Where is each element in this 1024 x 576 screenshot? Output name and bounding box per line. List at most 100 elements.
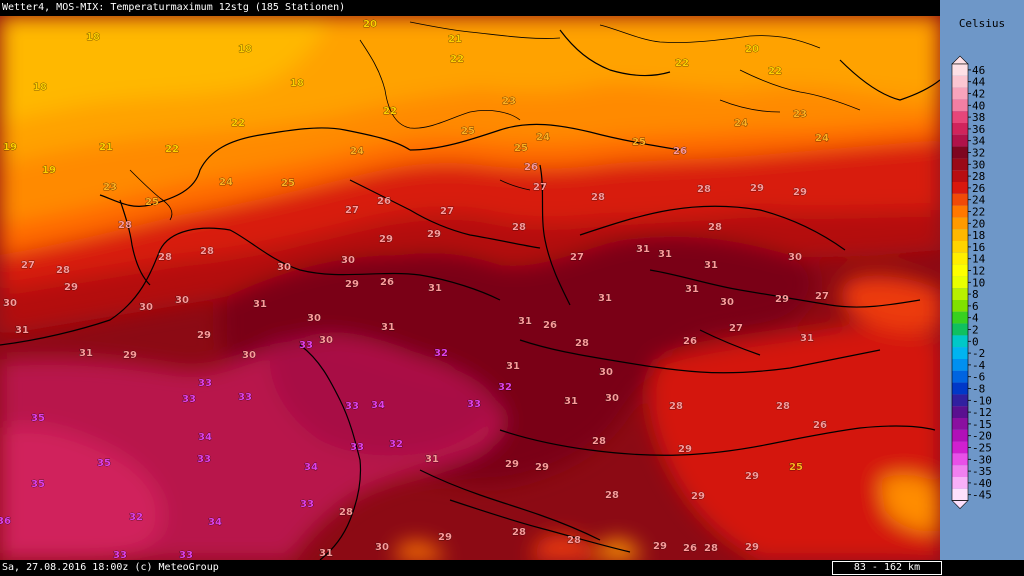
legend-label: -8 <box>972 383 985 396</box>
station-value: 29 <box>379 234 393 245</box>
station-value: 24 <box>815 133 829 144</box>
station-value: 23 <box>502 96 516 107</box>
station-value: 29 <box>123 350 137 361</box>
legend-swatch <box>952 441 968 454</box>
station-value: 18 <box>290 78 304 89</box>
station-value: 34 <box>371 400 385 411</box>
legend-swatch <box>952 382 968 395</box>
station-value: 28 <box>158 252 172 263</box>
legend-label: 22 <box>972 206 985 219</box>
legend-arrow-top <box>951 55 969 65</box>
legend-swatch <box>952 323 968 336</box>
station-value: 31 <box>685 284 699 295</box>
station-value: 33 <box>300 499 314 510</box>
legend-label: -6 <box>972 371 985 384</box>
header-bar: Wetter4, MOS-MIX: Temperaturmaximum 12st… <box>0 0 940 16</box>
station-value: 26 <box>813 420 827 431</box>
station-value: 31 <box>381 322 395 333</box>
station-value: 22 <box>383 106 397 117</box>
station-value: 29 <box>505 459 519 470</box>
station-value: 28 <box>704 543 718 554</box>
legend-label: 44 <box>972 76 986 89</box>
legend-label: 34 <box>972 135 986 148</box>
station-value: 25 <box>789 462 803 473</box>
station-value: 31 <box>518 316 532 327</box>
legend-swatch <box>952 488 968 501</box>
legend-label: -40 <box>972 477 992 490</box>
legend-swatch <box>952 264 968 277</box>
station-value: 26 <box>377 196 391 207</box>
station-value: 18 <box>86 32 100 43</box>
station-value: 30 <box>375 542 389 553</box>
station-value: 33 <box>197 454 211 465</box>
station-value: 30 <box>319 335 333 346</box>
station-value: 29 <box>427 229 441 240</box>
station-value: 33 <box>467 399 481 410</box>
station-value: 30 <box>307 313 321 324</box>
station-value: 19 <box>3 142 17 153</box>
station-value: 29 <box>197 330 211 341</box>
station-value: 31 <box>253 299 267 310</box>
station-value: 31 <box>658 249 672 260</box>
station-value: 33 <box>238 392 252 403</box>
station-value: 29 <box>750 183 764 194</box>
color-legend: Celsius 46 44 42 40 38 36 34 32 30 28 26 24 22 20 18 16… <box>940 0 1024 560</box>
station-value: 20 <box>745 44 759 55</box>
station-value: 29 <box>775 294 789 305</box>
station-value: 28 <box>512 527 526 538</box>
legend-swatch <box>952 276 968 289</box>
legend-swatch <box>952 87 968 100</box>
station-value: 35 <box>31 413 45 424</box>
temperature-zones <box>0 16 940 560</box>
legend-swatch <box>952 252 968 265</box>
station-value: 30 <box>341 255 355 266</box>
station-value: 28 <box>708 222 722 233</box>
legend-swatch <box>952 347 968 359</box>
station-value: 28 <box>697 184 711 195</box>
station-value: 36 <box>0 516 11 527</box>
station-value: 30 <box>599 367 613 378</box>
legend-label: -12 <box>972 406 992 419</box>
legend-swatch <box>952 111 968 123</box>
legend-label: -45 <box>972 489 992 502</box>
station-value: 29 <box>745 471 759 482</box>
station-value: 31 <box>636 244 650 255</box>
legend-swatch <box>952 335 968 348</box>
legend-label: -25 <box>972 442 992 455</box>
legend-label: -30 <box>972 453 992 466</box>
legend-label: 36 <box>972 123 985 136</box>
station-value: 27 <box>570 252 584 263</box>
station-value: 30 <box>139 302 153 313</box>
legend-swatch <box>952 170 968 182</box>
station-value: 27 <box>21 260 35 271</box>
legend-swatch <box>952 429 968 442</box>
legend-label: 18 <box>972 229 985 242</box>
legend-frame <box>951 63 969 501</box>
station-values-layer: 18 18 18 18 20 21 22 20 22 22 19 19 21 22 22 22 23 25 24 24… <box>0 19 829 560</box>
station-value: 22 <box>450 54 464 65</box>
legend-label: -10 <box>972 394 992 407</box>
legend-swatch <box>952 146 968 159</box>
legend-label: 6 <box>972 300 979 313</box>
station-value: 33 <box>198 378 212 389</box>
station-value: 19 <box>42 165 56 176</box>
station-value: 23 <box>103 182 117 193</box>
legend-label: 42 <box>972 88 985 101</box>
legend-label: 4 <box>972 312 979 325</box>
station-value: 18 <box>33 82 47 93</box>
station-value: 26 <box>683 543 697 554</box>
station-value: 28 <box>592 436 606 447</box>
legend-label: -2 <box>972 347 985 360</box>
station-value: 31 <box>425 454 439 465</box>
temperature-map[interactable]: 18 18 18 18 20 21 22 20 22 22 19 19 21 22 22 22 23 25 24 24… <box>0 16 940 560</box>
legend-label: -15 <box>972 418 992 431</box>
station-value: 31 <box>800 333 814 344</box>
station-value: 27 <box>345 205 359 216</box>
station-value: 34 <box>304 462 318 473</box>
station-value: 28 <box>669 401 683 412</box>
legend-swatch <box>952 229 968 241</box>
station-value: 29 <box>745 542 759 553</box>
station-value: 29 <box>678 444 692 455</box>
station-value: 33 <box>179 550 193 560</box>
